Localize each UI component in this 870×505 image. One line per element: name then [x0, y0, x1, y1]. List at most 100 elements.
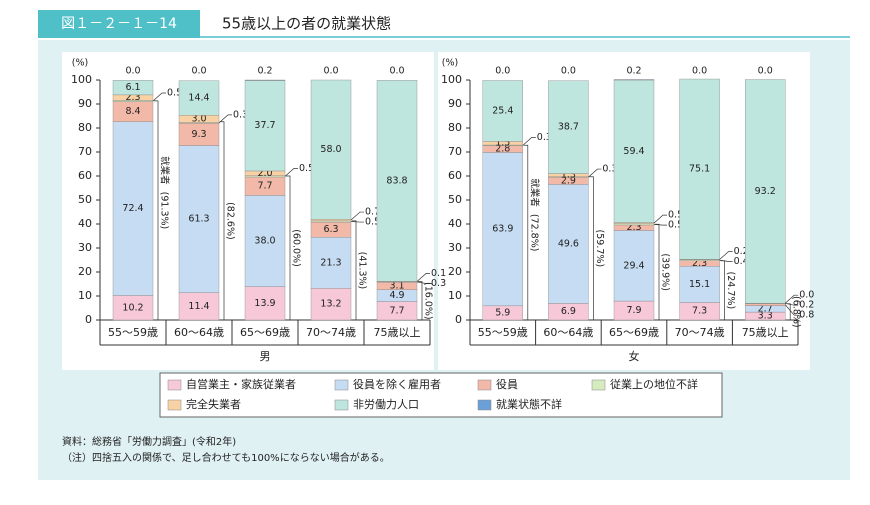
bar-segment: [745, 79, 786, 304]
y-tick-label: 20: [448, 265, 462, 278]
value-label: 0.3: [537, 132, 552, 143]
value-label: 6.3: [323, 224, 338, 235]
bar-segment: [112, 121, 154, 296]
value-label: 15.1: [689, 279, 710, 290]
bar-segment: [112, 295, 154, 321]
footnote: （注）四捨五入の関係で、足し合わせても100%にならない場合がある。: [62, 451, 390, 464]
value-label: 0.5: [668, 210, 683, 221]
value-label: 13.2: [320, 299, 341, 310]
value-label: 58.0: [320, 144, 341, 155]
bar-segment: [178, 145, 220, 293]
value-label: 1.3: [561, 170, 576, 181]
bar-segment: [482, 152, 523, 307]
leader-line: [416, 273, 430, 282]
y-tick-label: 80: [78, 121, 92, 134]
value-label: 0.0: [389, 66, 404, 77]
x-tick-label: 75歳以上: [742, 326, 789, 339]
value-label: 7.7: [389, 305, 404, 316]
employed-bracket: [352, 220, 357, 321]
value-label: 0.3: [233, 109, 248, 120]
leader-line: [653, 224, 667, 226]
value-label: 0.8: [799, 310, 814, 321]
leader-line: [588, 168, 602, 178]
employed-bracket: [655, 223, 660, 321]
y-tick-label: 10: [78, 289, 92, 302]
leader-line: [653, 214, 667, 224]
employed-label: (16.0%): [423, 282, 434, 320]
value-label: 0.0: [323, 66, 338, 77]
legend-label: 非労働力人口: [353, 397, 419, 411]
value-label: 14.4: [188, 93, 209, 104]
legend-swatch: [167, 379, 182, 391]
group-label: 女: [629, 349, 640, 363]
value-label: 7.9: [626, 305, 641, 316]
employed-bracket: [418, 281, 423, 321]
value-label: 3.0: [191, 113, 206, 124]
bar-segment: [679, 78, 720, 260]
value-label: 13.9: [254, 298, 275, 309]
employed-label: (72.8%): [528, 214, 539, 252]
bar-segment: [745, 303, 786, 306]
y-tick-label: 90: [78, 97, 92, 110]
employed-bracket: [589, 176, 594, 321]
employed-label: (59.7%): [594, 230, 605, 268]
value-label: 0.2: [626, 66, 641, 77]
bar-segment: [613, 230, 655, 302]
bar-segment: [112, 80, 154, 96]
bar-segment: [310, 79, 352, 220]
legend-swatch: [477, 399, 492, 411]
value-label: 0.3: [602, 164, 617, 175]
value-label: 63.9: [492, 224, 513, 235]
legend-label: 完全失業者: [186, 397, 241, 411]
value-label: 1.5: [495, 138, 510, 149]
legend-swatch: [167, 399, 182, 411]
legend-swatch: [334, 399, 349, 411]
employed-label: (39.9%): [660, 253, 671, 291]
legend-swatch: [591, 379, 606, 391]
legend-label: 就業状態不詳: [496, 397, 562, 411]
value-label: 0.5: [365, 217, 380, 228]
value-label: 6.9: [561, 306, 576, 317]
employed-bracket: [720, 260, 725, 321]
x-tick-label: 60～64歳: [174, 326, 224, 339]
y-tick-label: 30: [448, 241, 462, 254]
value-label: 0.0: [495, 66, 510, 77]
y-unit: (%): [442, 58, 458, 69]
value-label: 2.3: [626, 222, 641, 233]
value-label: 93.2: [755, 186, 776, 197]
value-label: 7.3: [692, 306, 707, 317]
x-tick-label: 60～64歳: [543, 326, 593, 339]
bar-segment: [482, 80, 523, 142]
bar-segment: [310, 218, 352, 222]
employed-bracket: [523, 144, 529, 321]
bar-segment: [679, 266, 720, 303]
group-label: 男: [260, 350, 271, 363]
value-label: 10.2: [122, 302, 143, 313]
value-label: 0.7: [365, 207, 380, 218]
x-tick-label: 65～69歳: [240, 326, 290, 339]
value-label: 2.0: [257, 168, 272, 179]
bar-segment: [310, 236, 352, 289]
y-tick-label: 100: [441, 73, 462, 86]
value-label: 6.1: [125, 82, 140, 93]
leader-line: [784, 304, 799, 316]
value-label: 11.4: [188, 301, 209, 312]
x-tick-label: 70～74歳: [306, 326, 356, 339]
value-label: 5.9: [495, 307, 510, 318]
legend-label: 役員: [496, 377, 518, 391]
leader-line: [522, 137, 536, 146]
y-tick-label: 70: [78, 145, 92, 158]
value-label: 49.6: [558, 238, 579, 249]
x-tick-label: 65～69歳: [609, 326, 659, 339]
source-note: 資料：総務省「労働力調査」(令和2年): [62, 435, 236, 448]
value-label: 3.1: [389, 281, 404, 292]
employed-bracket: [786, 303, 791, 321]
x-tick-label: 55～59歳: [478, 326, 528, 339]
value-label: 0.3: [431, 278, 446, 289]
value-label: 0.5: [167, 88, 182, 99]
value-label: 21.3: [320, 257, 341, 268]
value-label: 4.9: [389, 290, 404, 301]
page-title: 55歳以上の者の就業状態: [222, 15, 391, 33]
legend-swatch: [334, 379, 349, 391]
y-tick-label: 90: [448, 97, 462, 110]
